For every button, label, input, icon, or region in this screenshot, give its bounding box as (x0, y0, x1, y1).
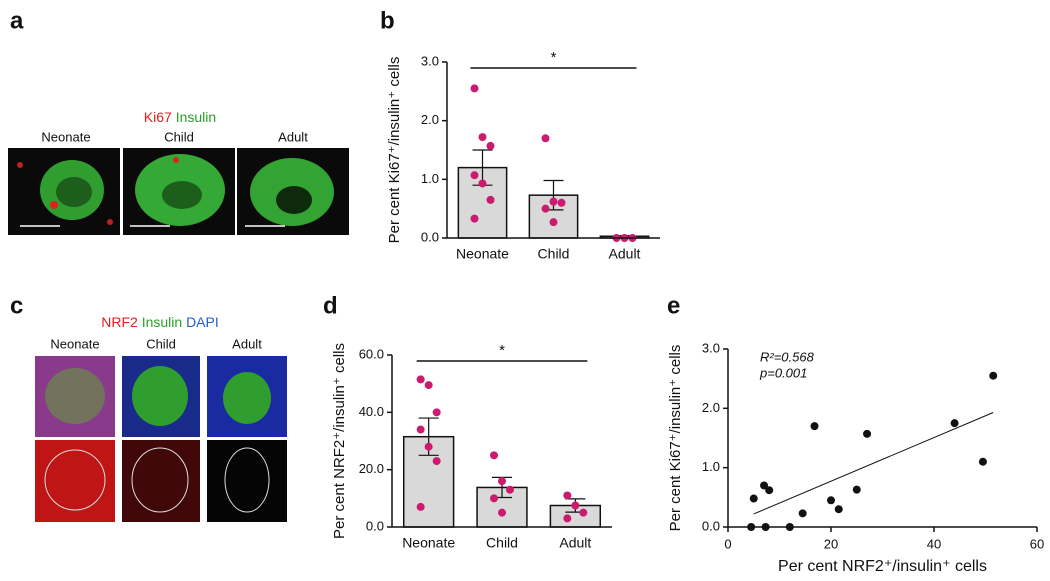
data-point (416, 375, 425, 384)
data-point (424, 442, 433, 451)
y-tick-label: 0.0 (366, 518, 384, 533)
fit-line (753, 412, 994, 515)
x-tick-label: 20 (824, 536, 838, 551)
y-tick-label: 0.0 (702, 518, 720, 533)
data-point (761, 523, 770, 531)
panel-label: e (667, 292, 680, 319)
title-part: Insulin (142, 314, 182, 330)
title-part: NRF2 (101, 314, 138, 330)
panel-label: c (10, 292, 23, 319)
data-point (563, 491, 572, 500)
annotation: p=0.001 (759, 365, 807, 380)
bar (476, 486, 528, 528)
title-part: DAPI (186, 314, 219, 330)
annotation: R²=0.568 (760, 349, 815, 364)
data-point (486, 195, 495, 204)
image-label: Child (146, 336, 176, 351)
x-tick-label: Neonate (402, 535, 455, 551)
data-point (498, 477, 506, 486)
data-point (989, 371, 998, 380)
data-point (563, 514, 572, 523)
data-point (765, 486, 774, 495)
image-label: Adult (232, 336, 262, 351)
data-point (541, 204, 550, 213)
y-tick-label: 20.0 (359, 461, 384, 476)
micrograph-grid (35, 356, 287, 522)
data-point (785, 523, 794, 531)
data-point (416, 425, 425, 434)
x-tick-label: Neonate (456, 246, 509, 262)
y-tick-label: 2.0 (421, 112, 439, 127)
image-label: Adult (278, 129, 308, 144)
data-point (478, 179, 487, 188)
data-point (747, 523, 756, 531)
data-point (432, 408, 441, 417)
image-label: Neonate (50, 336, 99, 351)
x-tick-label: 60 (1030, 536, 1044, 551)
panel-label: b (380, 7, 395, 34)
data-point (571, 501, 580, 510)
x-tick-label: Child (486, 535, 518, 551)
data-point (498, 508, 506, 517)
y-tick-label: 0.0 (421, 229, 439, 244)
y-tick-label: 40.0 (359, 404, 384, 419)
image-label: Neonate (41, 129, 90, 144)
data-point (470, 214, 479, 223)
data-point (486, 141, 495, 150)
title-part: Insulin (176, 109, 216, 125)
panel-label: a (10, 7, 24, 34)
micrograph-row (8, 148, 349, 235)
data-point (424, 381, 433, 390)
y-tick-label: 60.0 (359, 346, 384, 361)
y-tick-label: 3.0 (702, 340, 720, 355)
y-axis-label: Per cent Ki67⁺/insulin⁺ cells (386, 57, 403, 244)
image-title: Ki67 Insulin (144, 109, 216, 125)
data-point (950, 419, 959, 428)
x-tick-label: Adult (559, 535, 591, 551)
data-point (749, 494, 758, 503)
data-point (541, 134, 550, 143)
title-part: Ki67 (144, 109, 172, 125)
data-point (827, 496, 835, 505)
x-tick-label: 40 (927, 536, 941, 551)
data-point (810, 422, 819, 431)
data-point (470, 171, 479, 180)
data-point (760, 481, 769, 490)
y-tick-label: 3.0 (421, 53, 439, 68)
data-point (863, 429, 872, 438)
data-point (470, 84, 479, 93)
data-point (557, 198, 566, 207)
significance-label: * (499, 342, 505, 359)
image-title: NRF2 Insulin DAPI (101, 314, 219, 330)
y-tick-label: 2.0 (702, 400, 720, 415)
panel-label: d (323, 292, 338, 319)
data-point (490, 451, 498, 460)
data-point (852, 485, 861, 494)
y-axis-label: Per cent Ki67⁺/insulin⁺ cells (667, 345, 684, 532)
x-tick-label: 0 (724, 536, 731, 551)
significance-label: * (551, 49, 557, 66)
data-point (432, 457, 441, 466)
data-point (978, 457, 987, 466)
data-point (416, 502, 425, 511)
y-tick-label: 1.0 (421, 171, 439, 186)
x-tick-label: Child (538, 246, 570, 262)
data-point (478, 133, 487, 142)
data-point (798, 509, 807, 518)
data-point (549, 197, 558, 206)
data-point (506, 485, 514, 494)
x-tick-label: Adult (609, 246, 641, 262)
data-point (490, 494, 498, 503)
y-tick-label: 1.0 (702, 459, 720, 474)
image-label: Child (164, 129, 194, 144)
x-axis-label: Per cent NRF2⁺/insulin⁺ cells (778, 558, 987, 575)
y-axis-label: Per cent NRF2⁺/insulin⁺ cells (331, 343, 348, 539)
data-point (579, 508, 588, 517)
data-point (549, 218, 558, 227)
data-point (834, 505, 843, 514)
